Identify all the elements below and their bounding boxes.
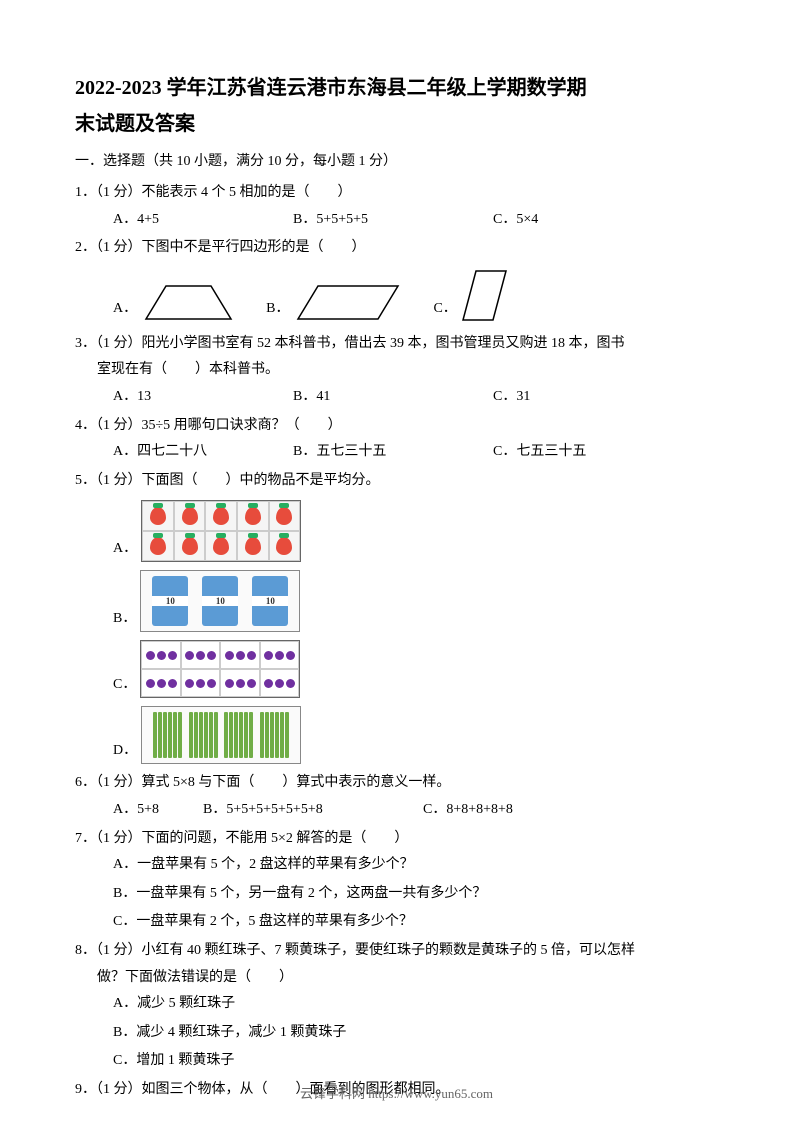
q1-opt-b: B．5+5+5+5 (293, 207, 493, 234)
q5-text: 5．（1 分）下面图（ ）中的物品不是平均分。 (75, 468, 718, 495)
q5-img-a: A． (113, 500, 423, 562)
q8-opt-a: A．减少 5 颗红珠子 (75, 991, 718, 1018)
q5-img-c: C． (113, 640, 423, 698)
section-1-header: 一．选择题（共 10 小题，满分 10 分，每小题 1 分） (75, 150, 718, 170)
q2-label-a: A． (113, 296, 137, 323)
q3-text-2: 室现在有（ ）本科普书。 (75, 357, 718, 384)
q4-opt-a: A．四七二十八 (113, 439, 293, 466)
q1-text: 1．（1 分）不能表示 4 个 5 相加的是（ ） (75, 180, 718, 207)
page-footer: 云锋学科网 https://www.yun65.com (0, 1083, 793, 1102)
dots-icon (140, 640, 300, 698)
q6-options: A．5+8 B．5+5+5+5+5+5+8 C．8+8+8+8+8 (75, 797, 718, 824)
trapezoid-icon (141, 281, 236, 323)
q2-shape-c: C． (433, 268, 510, 323)
can-1: 10 (152, 576, 188, 626)
question-5: 5．（1 分）下面图（ ）中的物品不是平均分。 A． B． 10 10 (75, 468, 718, 765)
q4-options: A．四七二十八 B．五七三十五 C．七五三十五 (75, 439, 718, 466)
strawberries-icon (141, 500, 301, 562)
q6-opt-c: C．8+8+8+8+8 (423, 797, 513, 824)
q7-opt-b: B．一盘苹果有 5 个，另一盘有 2 个，这两盘一共有多少个？ (75, 881, 718, 908)
question-7: 7．（1 分）下面的问题，不能用 5×2 解答的是（ ） A．一盘苹果有 5 个… (75, 826, 718, 936)
q2-label-c: C． (433, 296, 456, 323)
q7-opt-a: A．一盘苹果有 5 个，2 盘这样的苹果有多少个？ (75, 852, 718, 879)
q6-opt-b: B．5+5+5+5+5+5+8 (203, 797, 423, 824)
title-line-2: 末试题及答案 (75, 106, 718, 142)
q8-text-2: 做？下面做法错误的是（ ） (75, 965, 718, 992)
q2-shape-b: B． (266, 281, 403, 323)
parallelogram-tall-icon (461, 268, 511, 323)
q8-text-1: 8．（1 分）小红有 40 颗红珠子、7 颗黄珠子，要使红珠子的颗数是黄珠子的 … (75, 938, 718, 965)
q7-opt-c: C．一盘苹果有 2 个，5 盘这样的苹果有多少个？ (75, 909, 718, 936)
q8-opt-c: C．增加 1 颗黄珠子 (75, 1048, 718, 1075)
q3-text-1: 3．（1 分）阳光小学图书室有 52 本科普书，借出去 39 本，图书管理员又购… (75, 331, 718, 358)
q6-opt-a: A．5+8 (113, 797, 203, 824)
bars-icon (141, 706, 301, 764)
can-2: 10 (202, 576, 238, 626)
q3-options: A．13 B．41 C．31 (75, 384, 718, 411)
question-1: 1．（1 分）不能表示 4 个 5 相加的是（ ） A．4+5 B．5+5+5+… (75, 180, 718, 233)
q2-shapes: A． B． C． (75, 268, 718, 323)
q5-label-b: B． (113, 606, 136, 633)
q2-shape-a: A． (113, 281, 236, 323)
q3-opt-a: A．13 (113, 384, 293, 411)
q3-opt-c: C．31 (493, 384, 673, 411)
q7-text: 7．（1 分）下面的问题，不能用 5×2 解答的是（ ） (75, 826, 718, 853)
q5-label-c: C． (113, 672, 136, 699)
q5-images: A． B． 10 10 10 C． (75, 500, 718, 764)
page-title: 2022-2023 学年江苏省连云港市东海县二年级上学期数学期 末试题及答案 (75, 70, 718, 142)
question-6: 6．（1 分）算式 5×8 与下面（ ）算式中表示的意义一样。 A．5+8 B．… (75, 770, 718, 823)
question-3: 3．（1 分）阳光小学图书室有 52 本科普书，借出去 39 本，图书管理员又购… (75, 331, 718, 411)
q5-img-b: B． 10 10 10 (113, 570, 423, 632)
parallelogram-icon (293, 281, 403, 323)
q5-label-a: A． (113, 536, 137, 563)
can-3: 10 (252, 576, 288, 626)
question-8: 8．（1 分）小红有 40 颗红珠子、7 颗黄珠子，要使红珠子的颗数是黄珠子的 … (75, 938, 718, 1075)
q3-opt-b: B．41 (293, 384, 493, 411)
q1-opt-a: A．4+5 (113, 207, 293, 234)
q2-label-b: B． (266, 296, 289, 323)
question-2: 2．（1 分）下图中不是平行四边形的是（ ） A． B． C． (75, 235, 718, 323)
cans-icon: 10 10 10 (140, 570, 300, 632)
q4-opt-c: C．七五三十五 (493, 439, 673, 466)
q8-opt-b: B．减少 4 颗红珠子，减少 1 颗黄珠子 (75, 1020, 718, 1047)
q4-opt-b: B．五七三十五 (293, 439, 493, 466)
q1-options: A．4+5 B．5+5+5+5 C．5×4 (75, 207, 718, 234)
q4-text: 4．（1 分）35÷5 用哪句口诀求商？（ ） (75, 413, 718, 440)
q5-label-d: D． (113, 738, 137, 765)
q5-img-d: D． (113, 706, 423, 764)
q2-text: 2．（1 分）下图中不是平行四边形的是（ ） (75, 235, 718, 262)
question-4: 4．（1 分）35÷5 用哪句口诀求商？（ ） A．四七二十八 B．五七三十五 … (75, 413, 718, 466)
q1-opt-c: C．5×4 (493, 207, 673, 234)
title-line-1: 2022-2023 学年江苏省连云港市东海县二年级上学期数学期 (75, 70, 718, 106)
q6-text: 6．（1 分）算式 5×8 与下面（ ）算式中表示的意义一样。 (75, 770, 718, 797)
